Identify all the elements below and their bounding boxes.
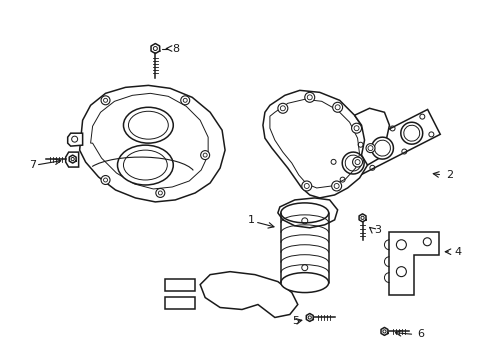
Text: 2: 2 [446, 170, 453, 180]
Polygon shape [151, 44, 160, 54]
Circle shape [305, 92, 315, 102]
Polygon shape [325, 109, 441, 187]
Ellipse shape [401, 122, 423, 144]
Polygon shape [278, 198, 338, 228]
Circle shape [302, 181, 312, 191]
Circle shape [353, 157, 363, 167]
Polygon shape [381, 328, 388, 336]
Circle shape [156, 189, 165, 197]
Circle shape [201, 150, 210, 159]
Text: 6: 6 [417, 329, 424, 339]
Ellipse shape [342, 152, 364, 174]
Ellipse shape [281, 273, 329, 293]
Ellipse shape [123, 107, 173, 143]
Circle shape [181, 96, 190, 105]
Circle shape [366, 144, 375, 153]
Ellipse shape [118, 145, 173, 185]
Circle shape [278, 103, 288, 113]
Circle shape [101, 96, 110, 105]
Text: 4: 4 [454, 247, 461, 257]
Circle shape [423, 238, 431, 246]
Polygon shape [80, 85, 225, 202]
Text: 5: 5 [292, 316, 299, 327]
Circle shape [352, 123, 362, 133]
Text: 7: 7 [29, 160, 36, 170]
Text: 3: 3 [374, 225, 382, 235]
Circle shape [332, 181, 342, 191]
Circle shape [396, 240, 406, 250]
Polygon shape [306, 314, 313, 321]
Circle shape [396, 267, 406, 276]
Polygon shape [165, 297, 195, 309]
Polygon shape [68, 133, 83, 146]
Ellipse shape [371, 137, 393, 159]
Polygon shape [69, 155, 76, 163]
Ellipse shape [281, 203, 329, 223]
Circle shape [333, 102, 343, 112]
Polygon shape [359, 214, 366, 222]
Polygon shape [355, 108, 390, 165]
Circle shape [101, 176, 110, 184]
Text: 1: 1 [248, 215, 255, 225]
Polygon shape [200, 272, 298, 318]
Text: 8: 8 [172, 44, 179, 54]
Polygon shape [263, 90, 369, 198]
Polygon shape [390, 232, 439, 294]
Polygon shape [66, 152, 78, 167]
Polygon shape [165, 279, 195, 291]
